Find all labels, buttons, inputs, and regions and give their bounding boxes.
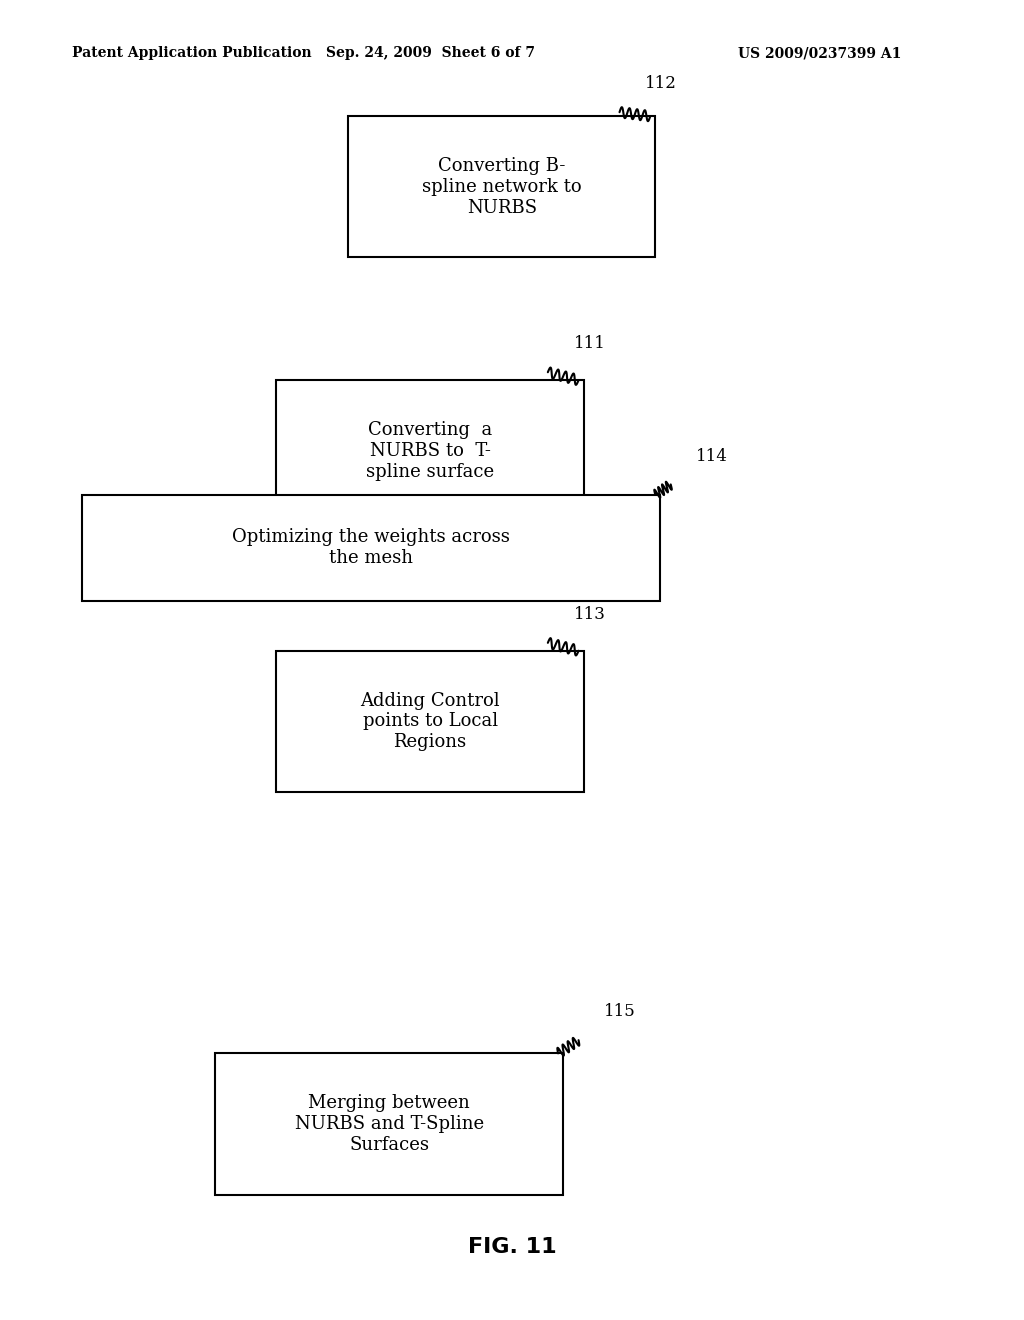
Text: Converting B-
spline network to
NURBS: Converting B- spline network to NURBS — [422, 157, 582, 216]
FancyBboxPatch shape — [348, 116, 655, 257]
Text: 112: 112 — [645, 75, 677, 92]
Text: Patent Application Publication: Patent Application Publication — [72, 46, 311, 61]
FancyBboxPatch shape — [276, 651, 584, 792]
Text: 111: 111 — [573, 335, 605, 352]
Text: 113: 113 — [573, 606, 605, 623]
FancyBboxPatch shape — [215, 1053, 563, 1195]
Text: Sep. 24, 2009  Sheet 6 of 7: Sep. 24, 2009 Sheet 6 of 7 — [326, 46, 535, 61]
Text: Merging between
NURBS and T-Spline
Surfaces: Merging between NURBS and T-Spline Surfa… — [295, 1094, 483, 1154]
Text: Optimizing the weights across
the mesh: Optimizing the weights across the mesh — [232, 528, 510, 568]
Text: Adding Control
points to Local
Regions: Adding Control points to Local Regions — [360, 692, 500, 751]
FancyBboxPatch shape — [82, 495, 660, 601]
Text: 114: 114 — [696, 447, 728, 465]
FancyBboxPatch shape — [276, 380, 584, 521]
Text: US 2009/0237399 A1: US 2009/0237399 A1 — [737, 46, 901, 61]
Text: FIG. 11: FIG. 11 — [468, 1237, 556, 1258]
Text: Converting  a
NURBS to  T-
spline surface: Converting a NURBS to T- spline surface — [366, 421, 495, 480]
Text: 115: 115 — [604, 1003, 636, 1020]
